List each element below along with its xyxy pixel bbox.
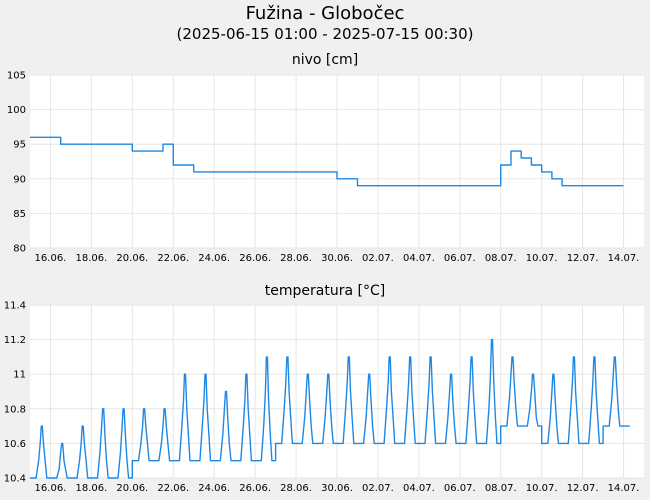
x-tick-label: 22.06. [157,253,189,264]
x-tick-label: 28.06. [280,483,312,494]
x-tick-label: 02.07. [362,253,394,264]
y-tick-label: 85 [13,209,26,220]
page-title: Fužina - Globočec [245,3,405,24]
y-tick-label: 11 [13,370,26,381]
y-tick-label: 90 [13,174,26,185]
x-tick-label: 20.06. [116,483,148,494]
y-tick-label: 100 [7,105,26,116]
x-tick-label: 18.06. [75,483,107,494]
chart-panel-1: 80 85 90 95 100 105 16.06. 18.06. 20.06. 22.06. 24… [7,52,644,264]
x-tick-label: 30.06. [321,253,353,264]
x-tick-label: 26.06. [239,253,271,264]
x-tick-label: 24.06. [198,483,230,494]
x-tick-label: 14.07. [608,483,640,494]
x-tick-label: 16.06. [35,253,67,264]
x-tick-label: 26.06. [239,483,271,494]
y-tick-label: 10.6 [4,439,26,450]
y-tick-label: 105 [7,71,26,82]
date-range-subtitle: (2025-06-15 01:00 - 2025-07-15 00:30) [176,25,474,43]
x-tick-label: 12.07. [567,253,599,264]
x-tick-label: 08.07. [485,253,517,264]
x-tick-label: 20.06. [116,253,148,264]
series-line [30,136,624,187]
x-tick-label: 14.07. [608,253,640,264]
x-tick-label: 06.07. [444,253,476,264]
x-tick-label: 24.06. [198,253,230,264]
x-tick-label: 08.07. [485,483,517,494]
x-tick-label: 02.07. [362,483,394,494]
x-tick-label: 10.07. [526,253,558,264]
x-tick-label: 06.07. [444,483,476,494]
x-tick-label: 28.06. [280,253,312,264]
x-tick-label: 16.06. [35,483,67,494]
y-tick-label: 10.4 [4,474,26,485]
x-tick-label: 30.06. [321,483,353,494]
x-tick-label: 10.07. [526,483,558,494]
y-tick-label: 80 [13,244,26,255]
y-tick-label: 10.8 [4,404,26,415]
x-tick-label: 04.07. [403,253,435,264]
x-tick-label: 04.07. [403,483,435,494]
x-tick-label: 12.07. [567,483,599,494]
x-tick-label: 18.06. [75,253,107,264]
y-tick-label: 11.4 [4,301,26,312]
series-line [30,338,630,479]
chart-panel-2: 10.4 10.6 10.8 11 11.2 11.4 16.06. 18.06. 20.06.… [4,283,644,494]
y-tick-label: 11.2 [4,335,26,346]
x-tick-label: 22.06. [157,483,189,494]
chart-title: temperatura [°C] [265,283,385,299]
chart-title: nivo [cm] [292,52,358,68]
y-tick-label: 95 [13,140,26,151]
